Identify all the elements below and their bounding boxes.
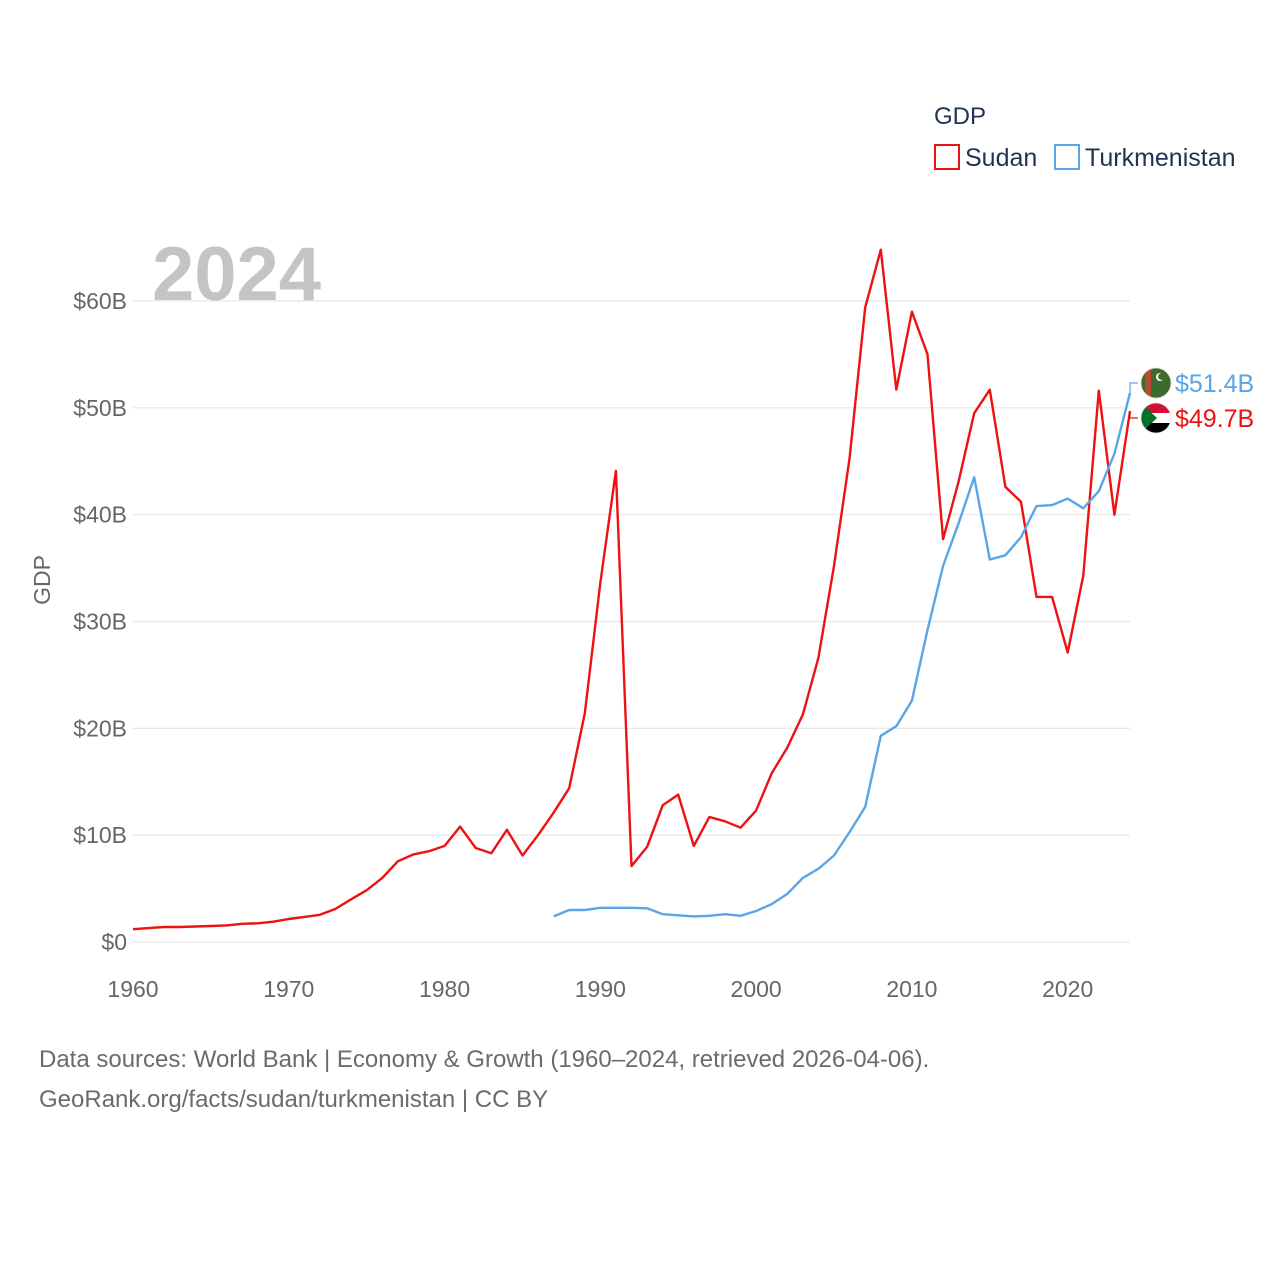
legend[interactable]: GDP Sudan Turkmenistan xyxy=(934,103,1236,172)
legend-swatch-sudan xyxy=(934,144,960,170)
footer: Data sources: World Bank | Economy & Gro… xyxy=(39,1040,1239,1120)
legend-item-sudan[interactable]: Sudan xyxy=(965,144,1037,172)
y-tick-label: $50B xyxy=(73,395,127,421)
series-line-sudan xyxy=(132,248,1132,931)
y-tick-label: $0 xyxy=(101,929,127,955)
legend-title: GDP xyxy=(934,103,986,130)
sudan-flag-icon xyxy=(1140,402,1172,434)
end-connector-turkmenistan xyxy=(1129,382,1138,393)
x-tick-label: 1960 xyxy=(107,976,158,1002)
x-tick-label: 2020 xyxy=(1042,976,1093,1002)
series-lines xyxy=(132,248,1132,931)
gdp-line-chart: $0$10B$20B$30B$40B$50B$60B 1960 1970 1980 1… xyxy=(29,103,1254,1002)
legend-swatch-turkmenistan xyxy=(1054,144,1080,170)
x-tick-label: 1990 xyxy=(575,976,626,1002)
x-tick-label: 1970 xyxy=(263,976,314,1002)
y-tick-label: $40B xyxy=(73,502,127,528)
y-tick-label: $60B xyxy=(73,288,127,314)
end-label-sudan: $49.7B xyxy=(1175,405,1254,433)
x-tick-label: 2000 xyxy=(731,976,782,1002)
year-watermark: 2024 xyxy=(152,232,321,317)
end-labels: $49.7B $51.4B xyxy=(1129,367,1254,434)
y-tick-label: $20B xyxy=(73,715,127,741)
x-tick-label: 1980 xyxy=(419,976,470,1002)
end-label-turkmenistan: $51.4B xyxy=(1175,370,1254,398)
x-axis-ticks: 1960 1970 1980 1990 2000 2010 2020 xyxy=(107,976,1093,1002)
source-url-text: GeoRank.org/facts/sudan/turkmenistan | C… xyxy=(39,1086,549,1113)
legend-item-turkmenistan[interactable]: Turkmenistan xyxy=(1085,144,1236,172)
turkmenistan-flag-icon xyxy=(1140,367,1172,399)
x-tick-label: 2010 xyxy=(886,976,937,1002)
y-axis-ticks: $0 $10B $20B $30B $40B $50B $60B xyxy=(73,288,127,955)
end-connector-sudan xyxy=(1129,411,1138,419)
data-sources-text: Data sources: World Bank | Economy & Gro… xyxy=(39,1046,930,1073)
gridlines xyxy=(133,300,1130,943)
y-tick-label: $10B xyxy=(73,822,127,848)
y-axis-label: GDP xyxy=(29,555,55,605)
y-tick-label: $30B xyxy=(73,609,127,635)
series-line-turkmenistan xyxy=(553,392,1132,918)
